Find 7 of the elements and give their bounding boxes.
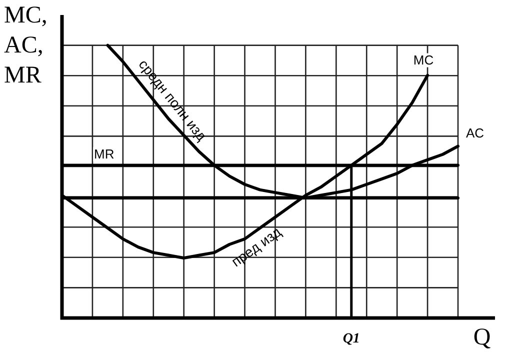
series-label: AC bbox=[466, 125, 484, 140]
x-axis-title: Q bbox=[473, 324, 491, 350]
series-label: MC bbox=[413, 52, 434, 68]
annotation: пред изд bbox=[228, 224, 284, 270]
y-axis-title: MC, AC, MR bbox=[4, 2, 48, 88]
annotation: Q1 bbox=[342, 332, 360, 347]
series-label: MR bbox=[94, 146, 114, 162]
